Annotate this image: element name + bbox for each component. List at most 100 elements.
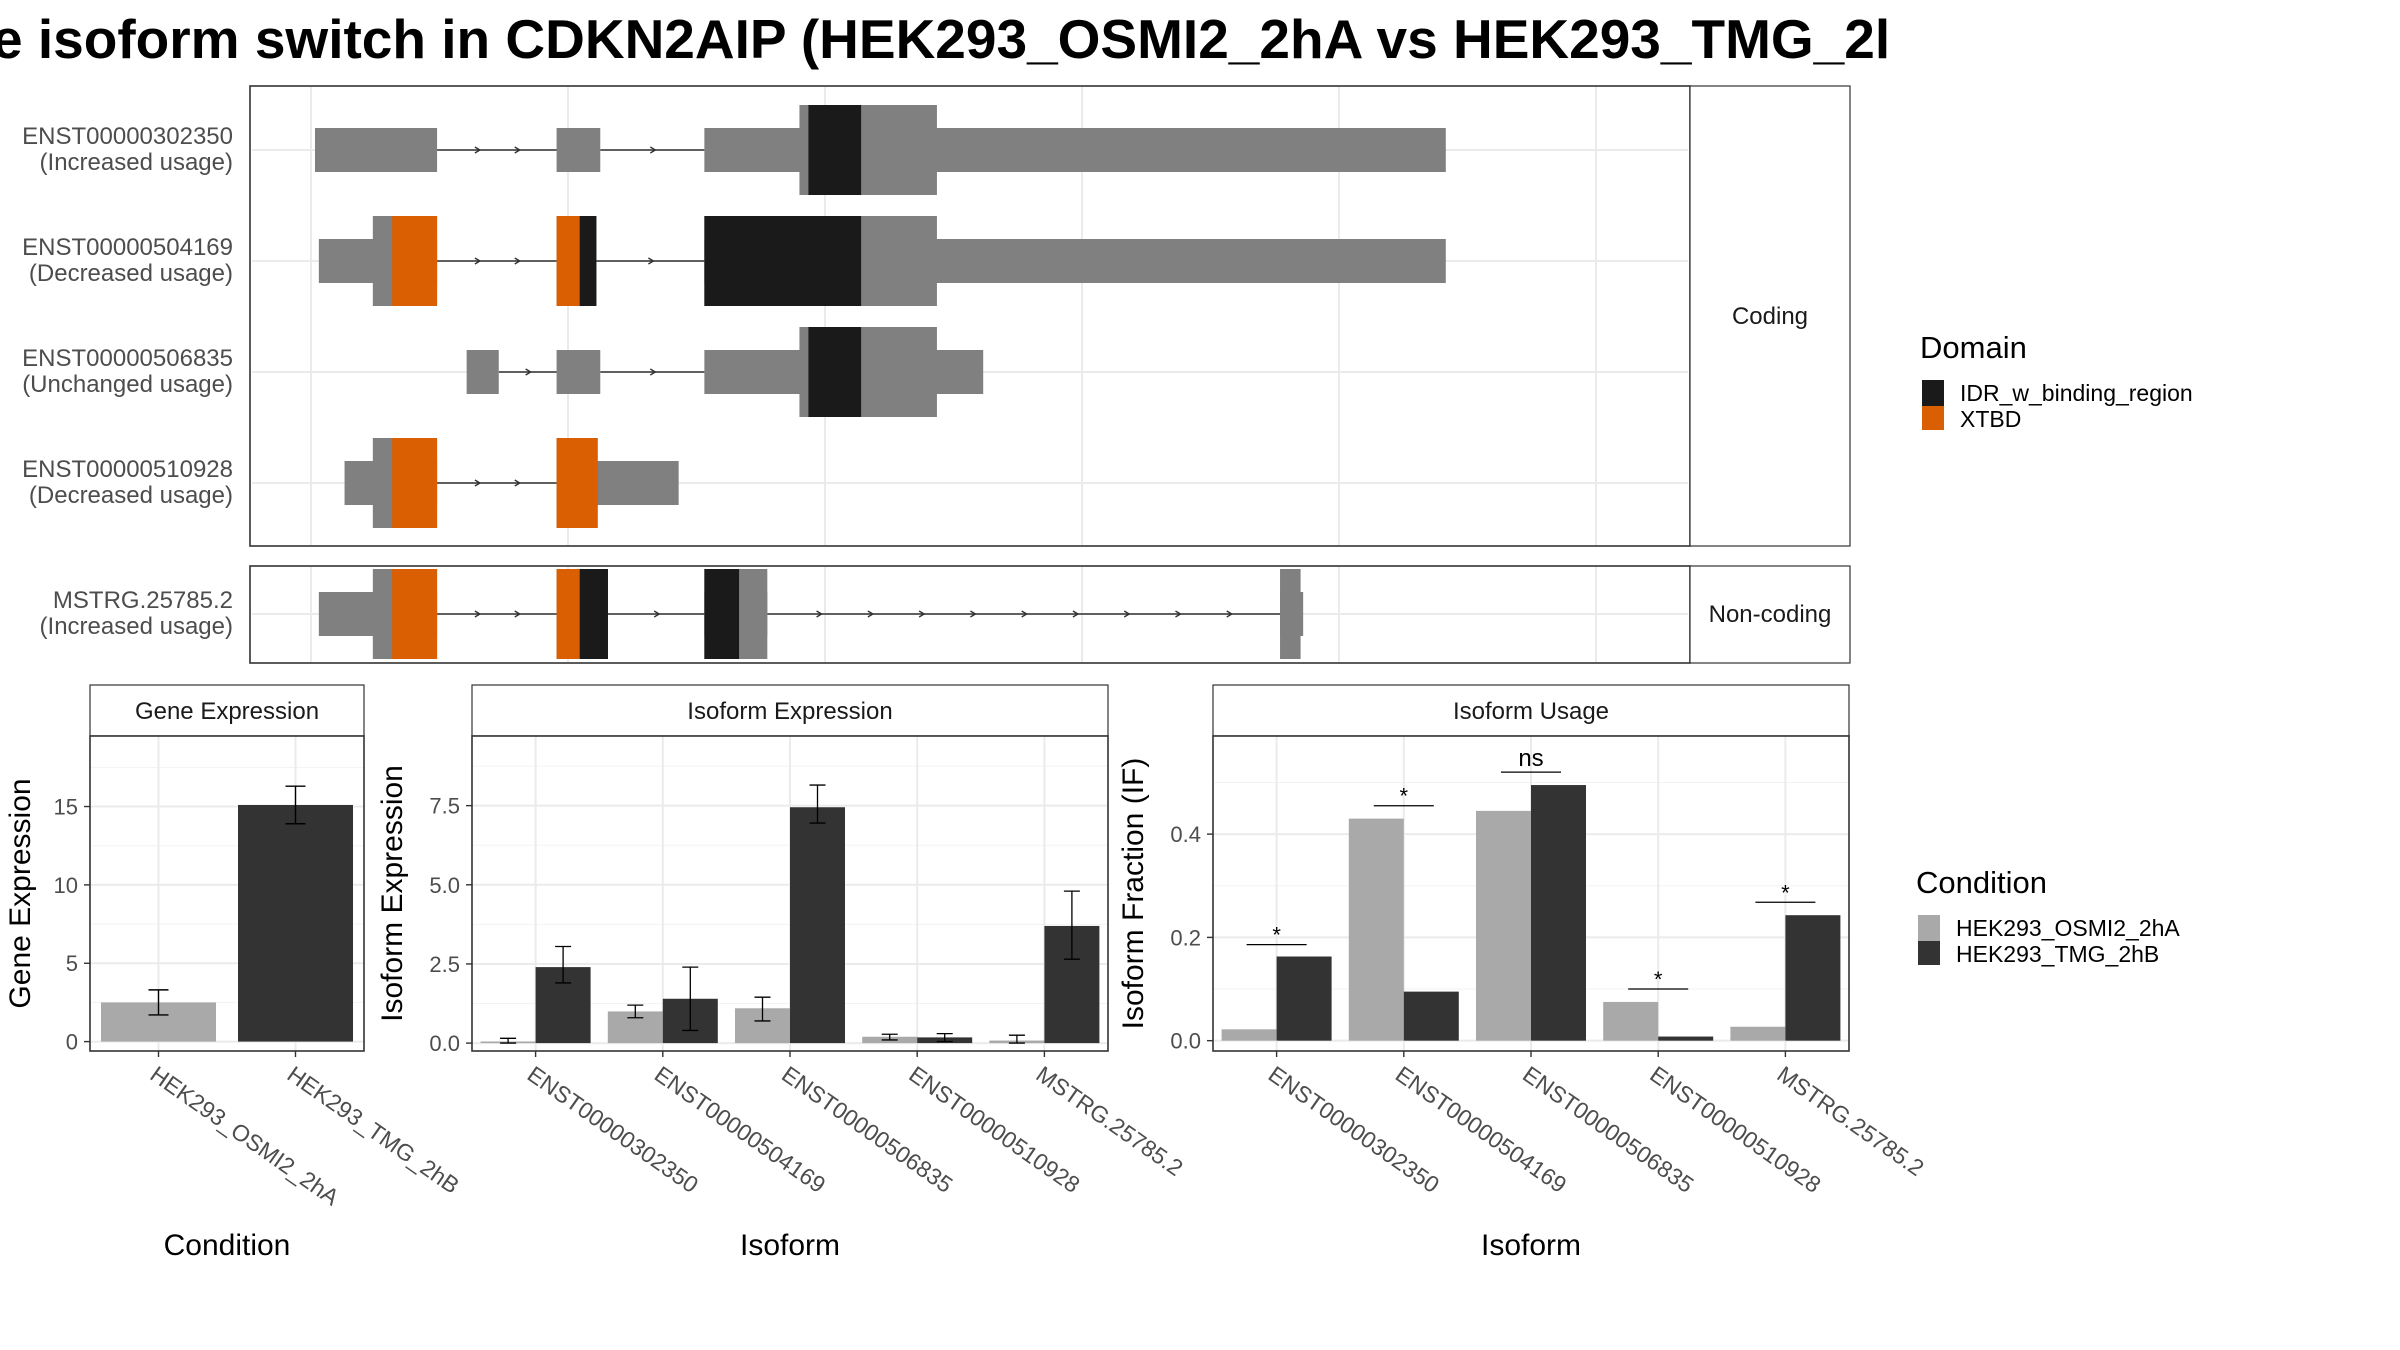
bar	[1730, 1026, 1786, 1041]
legend-label-osmi2: HEK293_OSMI2_2hA	[1956, 915, 2180, 941]
strand-arrow	[1175, 610, 1182, 618]
bar	[1531, 785, 1586, 1041]
bar	[1403, 991, 1459, 1041]
bar	[238, 804, 353, 1042]
strand-arrow	[867, 610, 875, 618]
strand-arrow	[648, 257, 655, 265]
exon-utr	[315, 128, 438, 172]
error-bar	[148, 989, 169, 1016]
error-bar	[500, 1037, 517, 1044]
domain-legend-title: Domain	[1920, 330, 2027, 365]
strand-arrow	[525, 368, 533, 376]
legend-label-xtbd: XTBD	[1960, 406, 2021, 432]
figure-title: e isoform switch in CDKN2AIP (HEK293_OSM…	[0, 8, 1890, 70]
y-axis-title: Isoform Fraction (IF)	[1117, 758, 1150, 1030]
panel-title: Isoform Usage	[1453, 698, 1609, 725]
bar	[1276, 956, 1332, 1041]
legend-swatch-xtbd	[1922, 406, 1944, 430]
y-tick-label: 0.0	[429, 1031, 460, 1056]
error-bar	[809, 784, 826, 824]
domain-block	[392, 216, 438, 306]
domain-legend: Domain IDR_w_binding_region XTBD	[1920, 330, 2193, 432]
strand-arrow	[1123, 610, 1131, 618]
strand-arrow	[514, 479, 522, 487]
transcript-row: MSTRG.25785.2(Increased usage)	[40, 569, 1688, 659]
transcript-tracks: ENST00000302350(Increased usage)ENST0000…	[22, 105, 1688, 659]
strand-arrow	[970, 610, 977, 618]
y-tick-label: 10	[54, 873, 78, 898]
error-bar	[682, 966, 699, 1032]
bar	[1603, 1001, 1659, 1041]
panel-strip	[89, 684, 365, 737]
y-tick-label: 7.5	[429, 794, 460, 819]
bar	[1476, 810, 1531, 1041]
error-bar	[936, 1032, 953, 1043]
domain-block	[392, 438, 438, 528]
transcript-id-label: ENST00000504169	[22, 234, 233, 261]
facet-label-noncoding: Non-coding	[1709, 601, 1832, 628]
transcript-row: ENST00000506835(Unchanged usage)	[22, 327, 1688, 417]
isoform-expression-chart: Isoform Expression0.02.55.07.5ENST000003…	[376, 684, 1188, 1262]
panel-strip	[471, 684, 1109, 737]
y-axis-title: Gene Expression	[4, 778, 37, 1008]
plot-border	[89, 735, 365, 1052]
strand-arrow	[514, 146, 522, 154]
panel-title: Isoform Expression	[687, 698, 892, 725]
exon-cds	[1280, 569, 1301, 659]
bar	[1658, 1036, 1714, 1041]
domain-block	[556, 438, 598, 528]
isoform-usage-chart: Isoform Usage**ns**0.00.20.4ENST00000302…	[1117, 684, 1929, 1262]
domain-block	[556, 569, 580, 659]
gene-expression-chart: Gene Expression051015HEK293_OSMI2_2hAHEK…	[4, 684, 464, 1262]
error-bar	[754, 996, 771, 1022]
y-tick-label: 0.0	[1170, 1029, 1201, 1054]
domain-block	[704, 216, 862, 306]
error-bar	[285, 785, 306, 825]
error-bar	[881, 1033, 898, 1041]
domain-block	[704, 569, 740, 659]
strand-arrow	[514, 610, 522, 618]
transcript-id-label: MSTRG.25785.2	[53, 587, 233, 614]
strand-arrow	[816, 610, 823, 618]
strand-arrow	[1072, 610, 1080, 618]
domain-block	[579, 569, 608, 659]
significance-label: ns	[1518, 745, 1543, 772]
transcript-usage-label: (Unchanged usage)	[22, 371, 233, 398]
strand-arrow	[653, 610, 661, 618]
strand-arrow	[1021, 610, 1029, 618]
legend-label-idr: IDR_w_binding_region	[1960, 380, 2193, 406]
error-bar	[555, 945, 572, 984]
strand-arrow	[474, 479, 482, 487]
y-axis-title: Isoform Expression	[376, 765, 409, 1022]
facet-label-coding: Coding	[1732, 303, 1808, 330]
strand-arrow	[474, 610, 482, 618]
transcript-row: ENST00000302350(Increased usage)	[22, 105, 1688, 195]
significance-label: *	[1781, 880, 1790, 905]
bar	[1348, 818, 1404, 1041]
facet-strip-noncoding	[1689, 565, 1851, 664]
significance-label: *	[1272, 923, 1281, 948]
exon-utr	[556, 350, 601, 394]
error-bar	[627, 1004, 644, 1019]
legend-swatch-idr	[1922, 380, 1944, 406]
x-axis-title: Condition	[164, 1229, 291, 1262]
y-tick-label: 15	[54, 795, 78, 820]
legend-swatch-tmg	[1918, 941, 1940, 965]
strand-arrow	[474, 257, 482, 265]
error-bar	[1008, 1034, 1025, 1044]
transcript-row: ENST00000504169(Decreased usage)	[22, 216, 1688, 306]
x-axis-title: Isoform	[740, 1229, 840, 1262]
transcript-row: ENST00000510928(Decreased usage)	[22, 438, 1688, 528]
significance-label: *	[1654, 967, 1663, 992]
exon-utr	[466, 350, 499, 394]
strand-arrow	[649, 146, 657, 154]
condition-legend-title: Condition	[1916, 865, 2047, 900]
strand-arrow	[474, 146, 482, 154]
domain-block	[392, 569, 438, 659]
y-tick-label: 0.4	[1170, 822, 1201, 847]
significance-label: *	[1400, 784, 1409, 809]
transcript-id-label: ENST00000302350	[22, 123, 233, 150]
y-tick-label: 5	[66, 951, 78, 976]
legend-swatch-osmi2	[1918, 915, 1940, 941]
